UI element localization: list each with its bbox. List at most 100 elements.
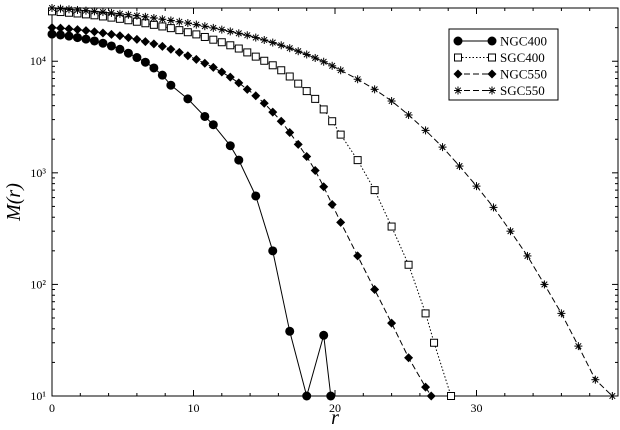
data-point-sgc550 [404, 110, 413, 119]
asterisk-stroke [524, 252, 531, 260]
data-point-sgc550 [209, 23, 218, 32]
data-point-sgc400 [277, 66, 286, 75]
data-point-sgc550 [90, 7, 99, 16]
data-point-sgc550 [183, 19, 192, 28]
series-ngc550 [47, 23, 436, 401]
series-ngc400 [47, 29, 336, 401]
asterisk-stroke [218, 26, 225, 33]
asterisk-stroke [159, 16, 166, 23]
data-point-ngc400 [200, 111, 210, 121]
legend-marker-sgc550 [454, 86, 462, 95]
data-point-sgc400 [319, 105, 328, 114]
data-point-ngc550 [370, 285, 380, 295]
data-point-sgc400 [260, 56, 269, 65]
data-point-sgc550 [81, 6, 90, 15]
data-point-sgc400 [285, 72, 294, 81]
data-point-sgc550 [328, 61, 337, 70]
data-point-sgc550 [370, 85, 379, 94]
data-point-sgc550 [294, 47, 303, 56]
data-point-sgc400 [200, 32, 209, 41]
asterisk-stroke [65, 6, 73, 13]
data-point-sgc550 [268, 38, 277, 47]
data-point-sgc400 [353, 156, 362, 165]
data-point-sgc550 [141, 12, 150, 21]
data-point-ngc400 [326, 391, 336, 401]
series-line-sgc400 [51, 10, 452, 397]
data-point-sgc550 [540, 280, 549, 289]
data-point-sgc550 [107, 8, 116, 17]
data-point-ngc400 [166, 80, 176, 90]
data-point-sgc400 [311, 94, 320, 103]
data-point-sgc550 [243, 31, 252, 40]
legend-marker-sgc550 [488, 86, 496, 95]
data-point-ngc400 [149, 63, 159, 73]
data-point-sgc550 [387, 97, 396, 106]
data-point-sgc400 [387, 222, 396, 231]
data-point-sgc550 [64, 5, 73, 14]
data-point-sgc400 [217, 38, 226, 47]
data-point-ngc400 [208, 120, 218, 130]
data-point-ngc400 [72, 33, 82, 43]
asterisk-stroke [490, 204, 497, 211]
series-sgc400 [48, 7, 456, 400]
data-point-sgc550 [574, 342, 583, 351]
x-tick-label: 20 [329, 401, 341, 415]
series-layer [47, 4, 617, 401]
data-point-sgc550 [251, 33, 260, 42]
asterisk-stroke [507, 228, 514, 235]
data-point-ngc550 [336, 217, 346, 227]
data-point-sgc400 [209, 35, 218, 44]
asterisk-stroke [488, 87, 496, 94]
data-point-sgc550 [192, 20, 201, 29]
data-point-ngc550 [251, 91, 261, 101]
data-point-ngc550 [174, 47, 184, 57]
data-point-ngc400 [81, 34, 91, 44]
asterisk-stroke [125, 11, 132, 18]
x-axis-title: r [331, 407, 339, 429]
asterisk-stroke [193, 21, 200, 28]
data-point-sgc550 [353, 75, 362, 84]
data-point-ngc400 [234, 155, 244, 165]
data-point-sgc400 [328, 117, 337, 126]
asterisk-stroke [295, 48, 302, 55]
data-point-sgc550 [277, 41, 286, 50]
asterisk-stroke [116, 10, 124, 17]
data-point-ngc550 [64, 24, 74, 34]
asterisk-stroke [456, 162, 463, 170]
data-point-ngc400 [225, 141, 235, 151]
asterisk-stroke [286, 45, 293, 52]
data-point-sgc550 [260, 36, 269, 45]
data-point-sgc400 [430, 338, 439, 347]
data-point-sgc550 [175, 17, 184, 26]
data-point-ngc400 [132, 53, 142, 63]
data-point-ngc550 [404, 353, 414, 363]
legend-label-ngc550: NGC550 [500, 67, 547, 82]
data-point-sgc400 [251, 52, 260, 61]
data-point-ngc550 [72, 25, 82, 35]
data-point-sgc400 [336, 130, 345, 139]
asterisk-stroke [91, 8, 98, 15]
data-point-ngc550 [149, 39, 159, 49]
data-point-ngc400 [268, 246, 278, 256]
data-point-ngc550 [259, 98, 269, 108]
asterisk-stroke [473, 182, 480, 190]
data-point-ngc550 [123, 33, 133, 43]
asterisk-stroke [592, 376, 599, 383]
asterisk-stroke [48, 4, 56, 12]
data-point-ngc400 [47, 29, 57, 39]
data-point-ngc400 [251, 191, 261, 201]
data-point-ngc400 [140, 57, 150, 67]
asterisk-stroke [167, 17, 175, 24]
asterisk-stroke [320, 58, 327, 65]
data-point-ngc550 [183, 51, 193, 61]
data-point-ngc550 [421, 382, 431, 392]
asterisk-stroke [176, 18, 183, 25]
data-point-sgc550 [226, 27, 235, 36]
data-point-sgc400 [149, 20, 158, 29]
asterisk-stroke [371, 86, 378, 93]
data-point-sgc400 [158, 22, 167, 31]
data-point-sgc400 [404, 260, 413, 269]
legend-marker-sgc400 [454, 53, 462, 62]
x-tick-label: 10 [188, 401, 200, 415]
